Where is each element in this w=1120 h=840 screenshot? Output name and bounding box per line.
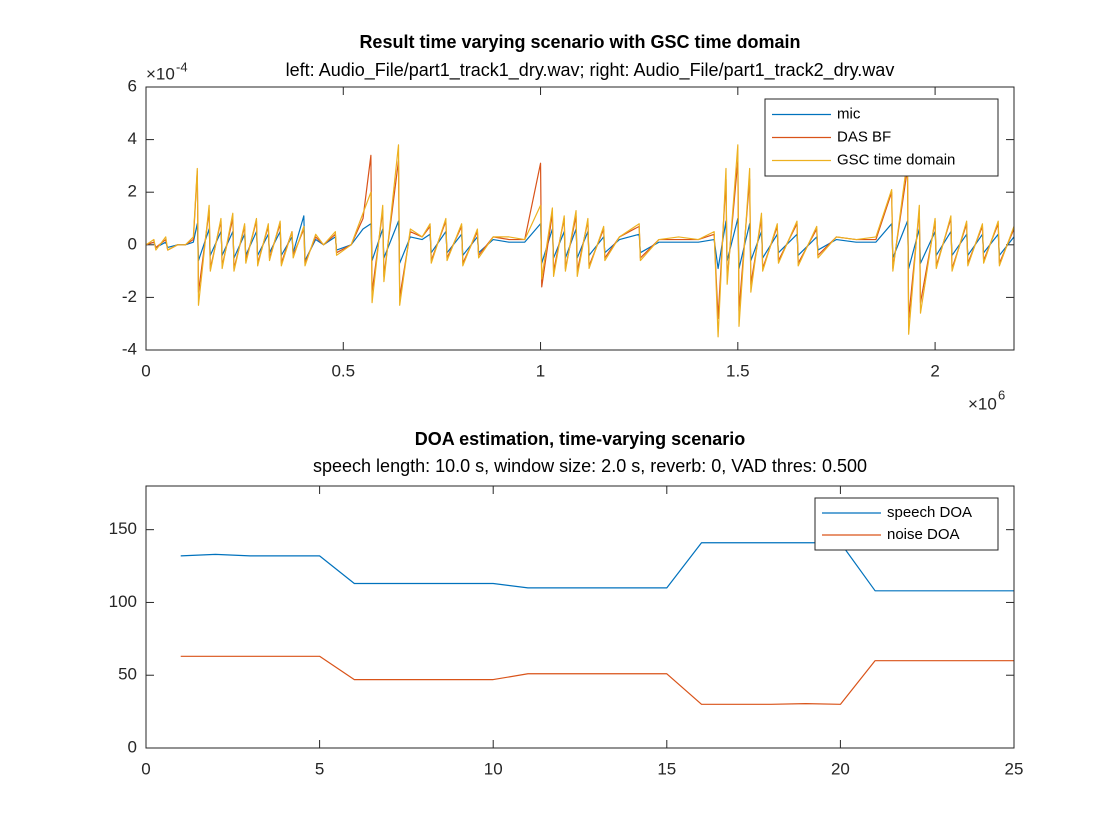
x-exponent-base: ×10: [968, 394, 997, 413]
x-tick-label: 1.5: [726, 361, 750, 380]
x-tick-label: 0: [141, 759, 150, 778]
x-tick-label: 2: [930, 361, 939, 380]
series-line: [180, 542, 1014, 592]
x-tick-label: 5: [315, 759, 324, 778]
legend-label: speech DOA: [887, 504, 972, 521]
legend-label: DAS BF: [837, 128, 891, 145]
y-tick-label: 6: [128, 76, 137, 95]
series-group: [146, 144, 1014, 338]
chart-title: Result time varying scenario with GSC ti…: [359, 32, 800, 52]
legend-label: mic: [837, 105, 861, 122]
y-tick-label: 100: [109, 592, 137, 611]
x-tick-label: 15: [657, 759, 676, 778]
axes-box: [145, 86, 1015, 351]
chart-title: DOA estimation, time-varying scenario: [415, 429, 745, 449]
x-tick-label: 0.5: [331, 361, 355, 380]
x-tick-label: 25: [1005, 759, 1024, 778]
y-tick-label: 2: [128, 182, 137, 201]
axes-box: [145, 485, 1015, 749]
y-tick-label: 0: [128, 737, 137, 756]
y-tick-label: 4: [128, 129, 137, 148]
y-tick-label: -4: [122, 339, 137, 358]
series-line: [146, 144, 1014, 338]
y-exponent-base: ×10: [146, 64, 175, 83]
legend-label: noise DOA: [887, 526, 960, 543]
chart-subtitle: speech length: 10.0 s, window size: 2.0 …: [313, 456, 867, 476]
y-exponent-power: -4: [176, 59, 188, 74]
y-tick-label: 50: [118, 665, 137, 684]
series-line: [180, 655, 1014, 705]
x-exponent-power: 6: [998, 387, 1005, 402]
series-group: [180, 542, 1014, 705]
y-tick-label: 150: [109, 519, 137, 538]
y-tick-label: -2: [122, 287, 137, 306]
x-tick-label: 1: [536, 361, 545, 380]
x-tick-label: 0: [141, 361, 150, 380]
chart-subtitle: left: Audio_File/part1_track1_dry.wav; r…: [286, 60, 895, 81]
y-tick-label: 0: [128, 234, 137, 253]
x-tick-label: 20: [831, 759, 850, 778]
legend-box: [814, 497, 999, 551]
x-tick-label: 10: [484, 759, 503, 778]
legend-label: GSC time domain: [837, 151, 955, 168]
